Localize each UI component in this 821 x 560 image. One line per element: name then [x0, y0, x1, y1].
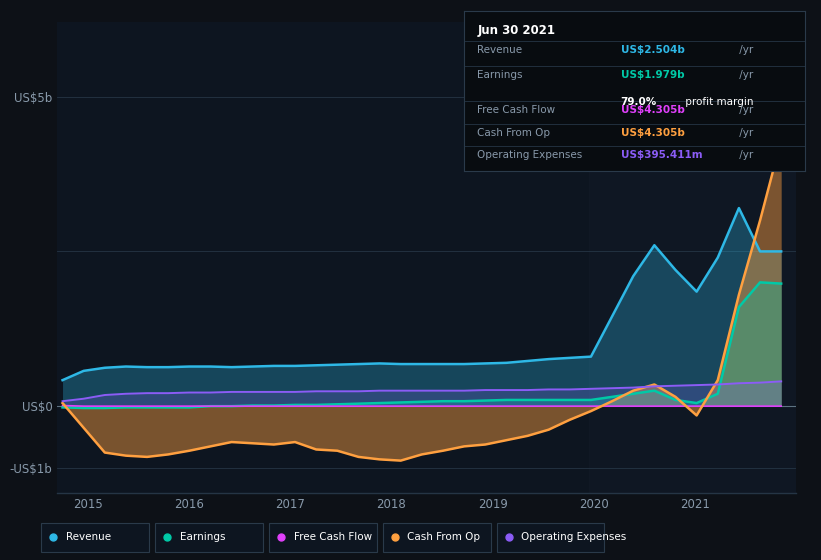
Text: US$395.411m: US$395.411m — [621, 150, 702, 160]
Text: Jun 30 2021: Jun 30 2021 — [478, 24, 556, 37]
Text: Revenue: Revenue — [66, 533, 111, 543]
Text: profit margin: profit margin — [682, 97, 754, 108]
Text: 79.0%: 79.0% — [621, 97, 657, 108]
Text: Revenue: Revenue — [478, 45, 523, 55]
Bar — [589, 22, 796, 493]
Text: Free Cash Flow: Free Cash Flow — [294, 533, 372, 543]
Text: Earnings: Earnings — [180, 533, 225, 543]
FancyBboxPatch shape — [269, 523, 377, 552]
Text: Operating Expenses: Operating Expenses — [478, 150, 583, 160]
Text: US$2.504b: US$2.504b — [621, 45, 685, 55]
Text: /yr: /yr — [736, 70, 754, 80]
Text: Cash From Op: Cash From Op — [407, 533, 480, 543]
Text: US$1.979b: US$1.979b — [621, 70, 684, 80]
Text: US$4.305b: US$4.305b — [621, 105, 685, 115]
FancyBboxPatch shape — [41, 523, 149, 552]
Text: /yr: /yr — [736, 45, 754, 55]
Text: US$4.305b: US$4.305b — [621, 128, 685, 138]
Text: Earnings: Earnings — [478, 70, 523, 80]
Text: Cash From Op: Cash From Op — [478, 128, 551, 138]
FancyBboxPatch shape — [497, 523, 604, 552]
Text: /yr: /yr — [736, 150, 754, 160]
Text: Operating Expenses: Operating Expenses — [521, 533, 626, 543]
Text: /yr: /yr — [736, 105, 754, 115]
Text: Free Cash Flow: Free Cash Flow — [478, 105, 556, 115]
FancyBboxPatch shape — [155, 523, 263, 552]
FancyBboxPatch shape — [383, 523, 491, 552]
Text: /yr: /yr — [736, 128, 754, 138]
